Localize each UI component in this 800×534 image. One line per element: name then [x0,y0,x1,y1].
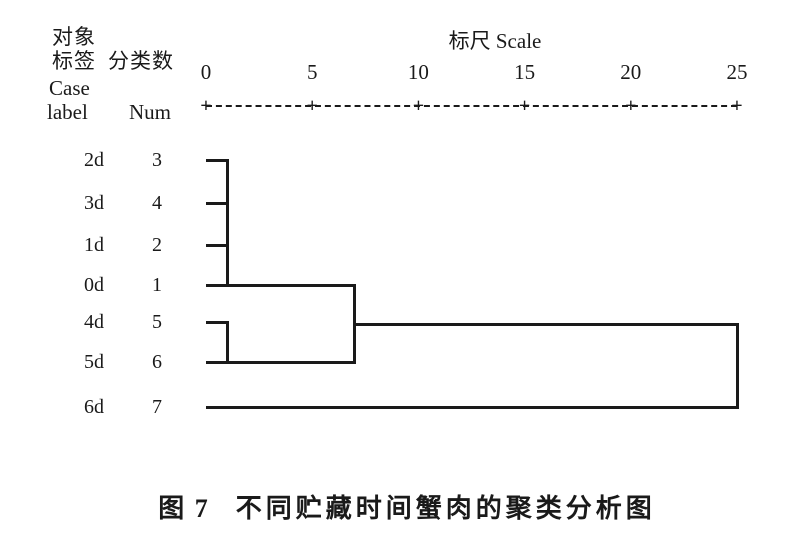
leaf-line-4d [206,320,228,324]
case-label: 1d [84,234,104,256]
table-row: 5d 6 [52,349,192,375]
figure-caption: 图 7 不同贮藏时间蟹肉的聚类分析图 [0,492,800,526]
axis-tick-label: 25 [726,60,748,84]
table-row: 3d 4 [52,190,192,216]
cluster-num: 7 [152,396,162,418]
cluster-num: 3 [152,149,162,171]
table-row: 1d 2 [52,232,192,258]
table-row: 6d 7 [52,394,192,420]
leaf-line-2d [206,158,228,162]
axis-tick-label: 20 [620,60,642,84]
table-row: 2d 3 [52,147,192,173]
cluster-num: 6 [152,351,162,373]
cluster-num: 4 [152,192,162,214]
scale-axis-dashed-line [206,105,737,107]
case-label: 5d [84,351,104,373]
merge-vertical-cluster-a [225,158,229,287]
case-label: 2d [84,149,104,171]
axis-tick-label: 0 [200,60,212,84]
cluster-num: 5 [152,311,162,333]
merge-vertical-final [735,322,739,409]
figure-caption-text: 不同贮藏时间蟹肉的聚类分析图 [235,494,656,523]
cluster-connector-line [354,322,737,326]
num-header-zh: 分类数 [108,49,174,73]
case-label: 0d [84,274,104,296]
merge-vertical-cluster-b [225,320,229,364]
leaf-line-1d [206,243,228,247]
table-row: 4d 5 [52,309,192,335]
axis-tick-label: 10 [407,60,429,84]
table-row: 0d 1 [52,272,192,298]
axis-tick-plus-marker: + [731,95,743,117]
leaf-line-3d [206,201,228,205]
case-label: 6d [84,396,104,418]
case-label-header-en-line2: label [47,100,88,124]
case-label-header-zh-line1: 对象 [52,25,96,49]
axis-tick-label: 5 [306,60,318,84]
axis-tick-label: 15 [514,60,536,84]
cluster-num: 1 [152,274,162,296]
case-label: 4d [84,311,104,333]
cluster-num: 2 [152,234,162,256]
case-label-header-en-line1: Case [49,76,90,100]
leaf-line-6d [206,405,737,409]
figure-number: 图 7 [158,494,210,523]
case-label-header-zh-line2: 标签 [52,49,96,73]
scale-axis-title: 标尺 Scale [448,29,542,53]
leaf-line-5d [206,360,355,364]
leaf-line-0d [206,283,355,287]
case-label: 3d [84,192,104,214]
num-header-en: Num [129,100,171,124]
